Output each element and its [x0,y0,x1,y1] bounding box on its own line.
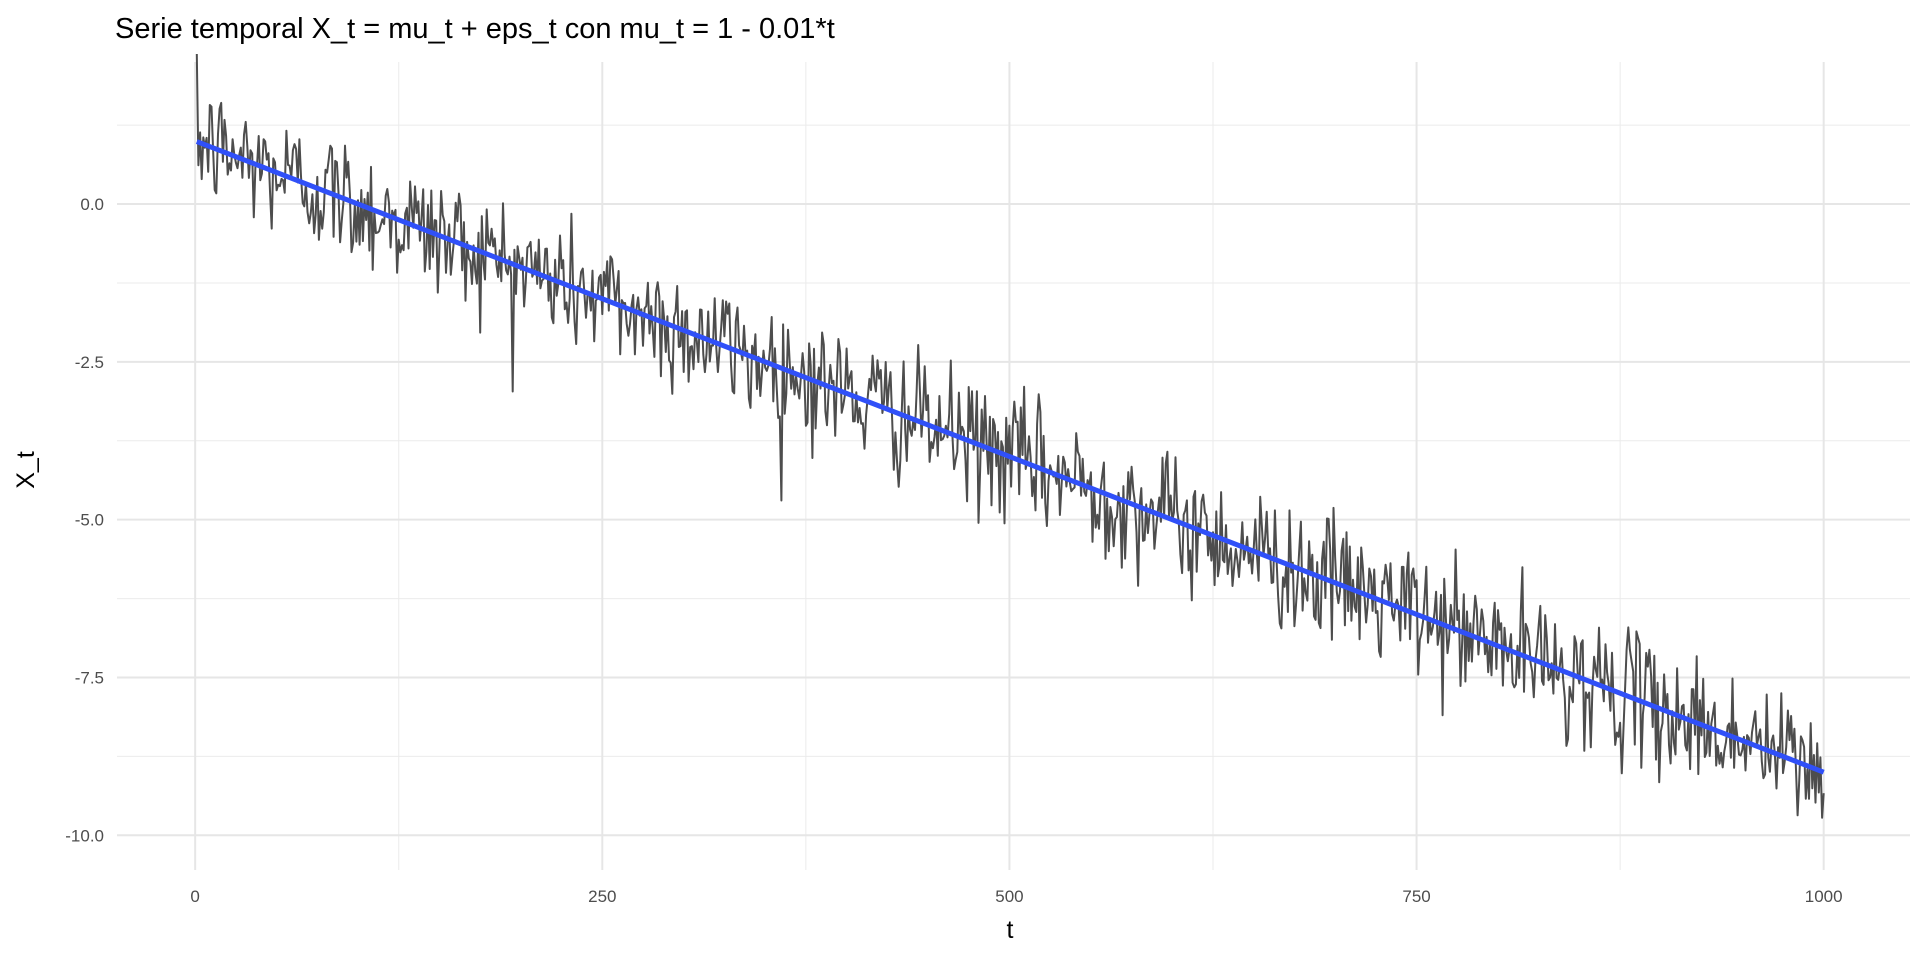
y-axis-title: X_t [12,451,40,489]
y-tick-label: -5.0 [75,511,104,530]
y-tick-label: -10.0 [65,826,104,845]
x-tick-label: 1000 [1805,887,1843,906]
y-tick-label: -2.5 [75,353,104,372]
y-tick-label: -7.5 [75,668,104,687]
chart-title: Serie temporal X_t = mu_t + eps_t con mu… [115,13,835,45]
x-axis-title: t [1007,916,1014,944]
x-tick-label: 0 [190,887,199,906]
series [195,53,1825,819]
x-tick-label: 500 [995,887,1023,906]
x-tick-label: 250 [588,887,616,906]
x-tick-label: 750 [1402,887,1430,906]
series-line-mu-t [195,139,1825,775]
grid [117,62,1910,870]
ticks: 0 250 500 750 1000 0.0 -2.5 -5.0 -7.5 -10.0 [65,195,1842,906]
y-tick-label: 0.0 [80,195,104,214]
